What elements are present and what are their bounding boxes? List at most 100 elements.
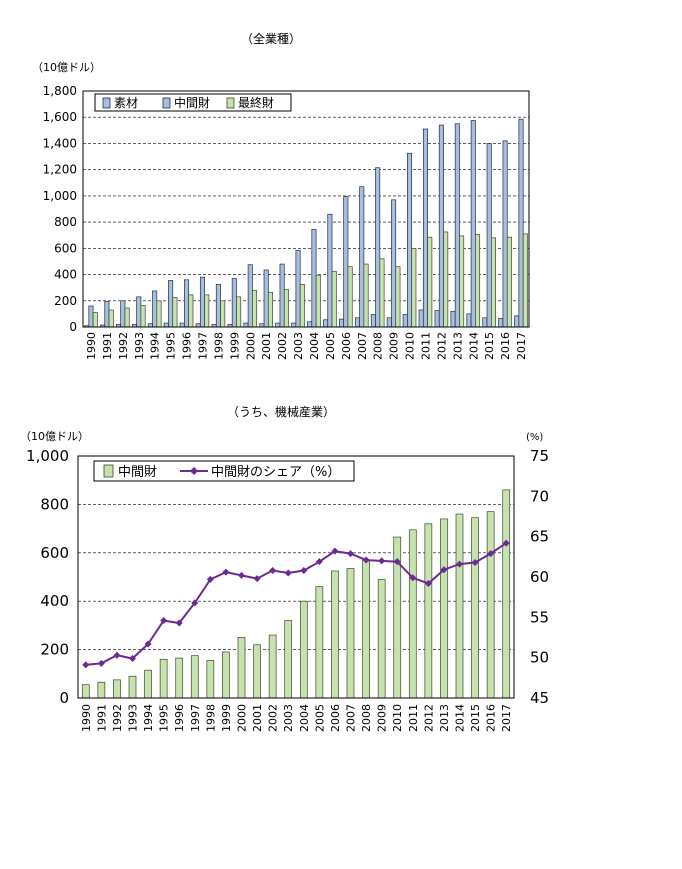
chart2-x-tick-label: 2014 [454, 704, 467, 732]
chart1-bar-1 [279, 263, 285, 328]
chart2-y-tick-label: 200 [40, 641, 69, 659]
chart1-bar-2 [411, 247, 417, 328]
chart1-bar-2 [108, 309, 114, 328]
chart2-x-tick-label: 2013 [438, 704, 451, 732]
chart2-bar [377, 579, 386, 699]
chart1-bar-0 [354, 317, 360, 328]
chart2-y-tick-label: 0 [59, 689, 69, 707]
chart2-y-tick-label: 1,000 [26, 447, 69, 465]
chart1-x-tick-label: 2017 [515, 332, 528, 360]
chart2-bar [486, 511, 495, 699]
chart1-bar-2 [140, 305, 146, 328]
chart1-x-tick-label: 1992 [117, 332, 130, 360]
chart2-legend: 中間財 中間財のシェア（%） [93, 460, 355, 482]
chart2-x-tick-label: 2012 [422, 704, 435, 732]
chart2-y-tick-label: 600 [40, 544, 69, 562]
chart1-bar-1 [470, 120, 476, 328]
chart1-x-tick-label: 2003 [292, 332, 305, 360]
chart2-bar [502, 489, 511, 699]
chart1-x-tick-labels: 1990 1991 1992 1993 1994 1995 1996 1997 1998 1999… [85, 332, 528, 360]
chart2-bar [206, 660, 215, 699]
chart2-gridlines [78, 504, 514, 650]
chart2-share-point [82, 661, 90, 669]
chart1-bar-2 [379, 258, 385, 328]
chart2-share-point [456, 560, 463, 568]
chart2-share-point [191, 599, 199, 607]
chart2-bar [424, 523, 433, 699]
chart1-bar-1 [263, 269, 269, 328]
chart1-bar-2 [220, 300, 226, 328]
chart1-bar-1 [438, 124, 444, 328]
chart1-bar-1 [184, 279, 190, 328]
chart1-bar-0 [291, 322, 297, 328]
chart2-title: （うち、機械産業） [227, 404, 335, 419]
chart2-y-tick-label: 400 [40, 592, 69, 610]
chart1-bar-1 [231, 278, 237, 328]
legend-label-chukanzai-bar: 中間財 [118, 465, 157, 480]
chart1-x-tick-label: 2009 [388, 332, 401, 360]
chart2-x-tick-label: 2016 [485, 704, 498, 732]
chart1-bar-0 [275, 322, 281, 328]
chart1-y-tick-label: 1,600 [43, 110, 77, 124]
chart1-bar-2 [283, 289, 289, 328]
chart1-legend: 素材 中間財 最終財 [94, 93, 292, 112]
chart2-bar [471, 517, 479, 699]
chart1-title: （全業種） [241, 31, 301, 46]
chart2-bar [331, 570, 339, 699]
chart1-bar-0 [434, 310, 440, 328]
chart1-bar-2 [172, 297, 178, 328]
chart2-x-tick-label: 2001 [251, 704, 264, 732]
chart2-bar [284, 620, 293, 699]
chart1-x-tick-label: 1995 [165, 332, 178, 360]
chart2-bar [175, 657, 184, 699]
chart2-x-tick-label: 2002 [267, 704, 280, 732]
chart1-bar-2 [443, 231, 449, 328]
chart1-bar-2 [236, 296, 242, 328]
chart1-x-tick-label: 2010 [404, 332, 417, 360]
chart2-share-markers [82, 539, 510, 669]
chart2-bar [346, 568, 355, 699]
chart2-share-line [85, 542, 507, 666]
chart1-bar-2 [490, 237, 496, 328]
chart1-bar-2 [331, 270, 337, 328]
chart1-bar-1 [359, 186, 365, 328]
chart2-share-point [393, 558, 401, 566]
chart1-bar-0 [514, 315, 520, 328]
chart2-share-point [206, 575, 214, 583]
chart1-x-tick-label: 1993 [133, 332, 146, 360]
chart1-x-tick-label: 2012 [435, 332, 448, 360]
legend-swatch-saishuzai [226, 97, 235, 109]
chart2-x-tick-label: 2006 [329, 704, 342, 732]
chart2-share-point [440, 566, 448, 574]
chart1-gridlines [83, 116, 529, 302]
chart1-bar-1 [391, 199, 397, 328]
chart1-bar-1 [120, 300, 126, 328]
chart1-bar-0 [243, 322, 249, 328]
chart1-bar-1 [375, 167, 381, 328]
chart2-bar [190, 655, 199, 699]
chart2-y2-tick-label: 45 [530, 689, 549, 707]
chart1-y-tick-label: 400 [54, 268, 77, 282]
chart1-bar-1 [343, 196, 349, 328]
chart2-y2-tick-label: 75 [530, 447, 549, 465]
chart2-x-tick-label: 1998 [204, 704, 217, 732]
chart1-bar-1 [88, 305, 94, 328]
chart1-bar-1 [152, 290, 158, 328]
chart2-x-tick-label: 2009 [376, 704, 389, 732]
chart1-y-tick-label: 600 [54, 241, 77, 255]
chart1-y-tick-label: 0 [69, 320, 77, 334]
chart1-bar-0 [339, 318, 345, 328]
chart2-x-tick-label: 1990 [80, 704, 93, 732]
chart1-bars [84, 118, 528, 328]
chart2-x-tick-label: 1997 [189, 704, 202, 732]
chart2-x-tick-labels: 1990 1991 1992 1993 1994 1995 1996 1997 1998 1999… [80, 704, 513, 732]
chart2-x-tick-label: 2008 [360, 704, 373, 732]
chart1-bar-2 [188, 294, 194, 328]
chart2-share-point [362, 556, 370, 564]
chart1-x-tick-label: 2001 [260, 332, 273, 360]
chart2-share-point [300, 567, 308, 575]
chart2-plot-frame [77, 455, 515, 699]
chart1-bar-2 [315, 274, 321, 328]
chart2-share-point [129, 654, 136, 662]
